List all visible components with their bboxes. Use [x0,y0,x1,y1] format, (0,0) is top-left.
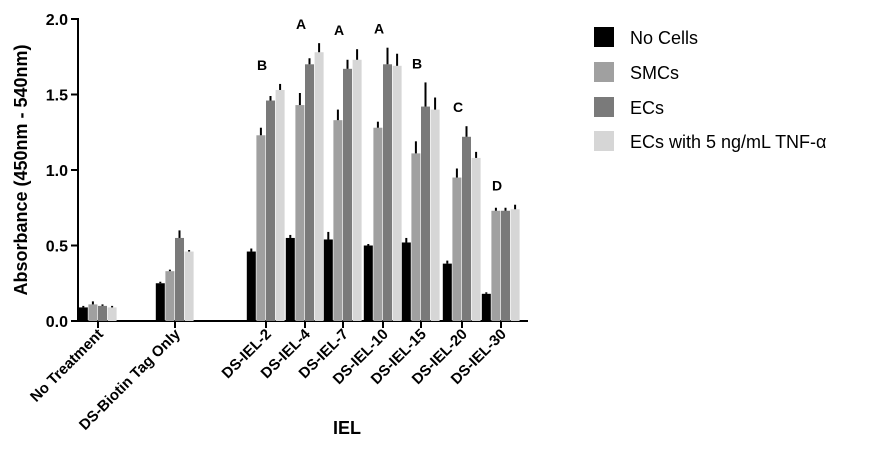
significance-label: B [257,57,267,73]
bar [442,263,452,321]
bar [452,177,462,321]
bar [314,52,324,321]
bar [98,305,107,321]
bar [256,135,266,321]
bar [333,120,343,321]
legend-swatch [594,97,614,117]
significance-label: D [492,178,502,194]
significance-label: A [374,21,384,37]
bar [373,127,383,321]
bar [343,68,352,321]
significance-label: B [412,55,422,71]
bar [462,136,471,321]
bar [501,210,510,321]
bar [411,153,421,321]
y-tick-label: 1.0 [46,163,68,180]
bar [165,271,175,321]
error-bars [82,43,517,308]
x-category-label: No Treatment [27,326,107,406]
bar [88,304,98,321]
legend-swatch [594,27,614,47]
bar [285,237,295,321]
bar [175,237,184,321]
legend-swatch [594,62,614,82]
bar [275,89,285,321]
bar [392,65,402,321]
bar [363,245,373,321]
y-tick-label: 0.5 [46,239,68,256]
y-axis-title: Absorbance (450nm - 540nm) [11,44,31,295]
legend-swatch [594,131,614,151]
legend-label: SMCs [630,63,679,83]
legend-label: ECs [630,98,664,118]
bar [401,242,411,321]
bar [78,307,88,321]
bar [266,100,275,321]
bar [510,209,520,321]
bar [155,283,165,321]
bar [491,210,501,321]
legend: No Cells SMCs ECs ECs with 5 ng/mL TNF-α [594,27,826,152]
bar [430,109,440,321]
y-tick-label: 1.5 [46,88,68,105]
y-tick-label: 0.0 [46,314,68,331]
bar [471,157,481,321]
significance-label: A [334,22,344,38]
x-axis-title: IEL [333,418,361,438]
bar [481,293,491,321]
significance-label: C [453,99,463,115]
bar [383,64,392,322]
legend-label: No Cells [630,28,698,48]
bar [421,106,430,321]
bar [305,64,314,322]
significance-label: A [296,16,306,32]
significance-annotations: B A A A B C D [257,16,502,194]
bar [246,251,256,321]
y-tick-label: 2.0 [46,12,68,29]
bar [295,105,305,321]
bar [184,251,194,321]
bar [107,307,117,321]
bar [352,59,362,322]
legend-label: ECs with 5 ng/mL TNF-α [630,132,826,152]
bars [78,52,520,322]
bar [323,239,333,321]
